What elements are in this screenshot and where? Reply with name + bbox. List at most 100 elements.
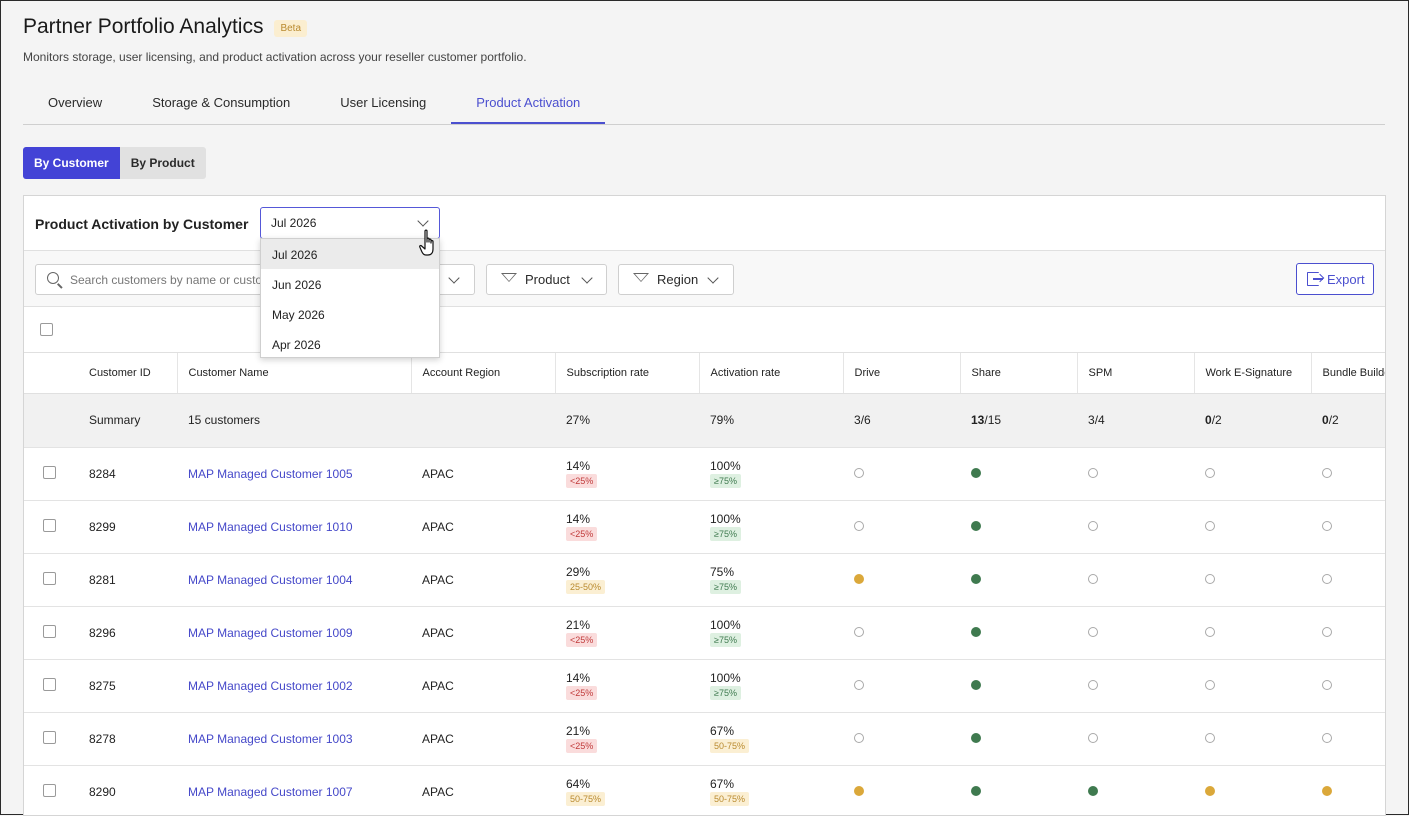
- summary-subscription-rate: 27%: [555, 393, 699, 448]
- region-filter-label: Region: [657, 272, 699, 287]
- product-filter-button[interactable]: Product: [486, 264, 607, 295]
- status-dot-icon: [971, 732, 981, 743]
- drive-status: [843, 659, 960, 713]
- status-dot-icon: [1088, 732, 1098, 743]
- subscription-rate: 21% <25%: [555, 712, 699, 766]
- subscription-rate: 64% 50-75%: [555, 765, 699, 815]
- col-bundle-builder[interactable]: Bundle Builder: [1311, 353, 1385, 394]
- month-option[interactable]: Apr 2026: [272, 338, 321, 352]
- account-region: APAC: [411, 765, 555, 815]
- status-dot-icon: [1322, 732, 1332, 743]
- spm-status: [1077, 606, 1194, 660]
- status-dot-icon: [1205, 467, 1215, 478]
- status-dot-icon: [971, 679, 981, 690]
- tab-user-licensing[interactable]: User Licensing: [340, 95, 427, 110]
- status-dot-icon: [971, 520, 981, 531]
- col-subscription-rate[interactable]: Subscription rate: [555, 353, 700, 394]
- row-checkbox[interactable]: [43, 465, 56, 479]
- customer-name-link[interactable]: MAP Managed Customer 1003: [177, 712, 411, 766]
- customer-name-link[interactable]: MAP Managed Customer 1004: [177, 553, 411, 607]
- esign-status: [1194, 500, 1311, 554]
- status-dot-icon: [1322, 785, 1332, 796]
- customer-id: 8281: [78, 553, 177, 607]
- tab-overview[interactable]: Overview: [48, 95, 103, 110]
- account-region: APAC: [411, 500, 555, 554]
- status-dot-icon: [1205, 785, 1215, 796]
- select-all-row: [24, 307, 1385, 353]
- rate-badge: <25%: [566, 527, 598, 541]
- summary-drive: 3/6: [843, 393, 960, 448]
- status-dot-icon: [971, 626, 981, 637]
- customer-name-link[interactable]: MAP Managed Customer 1009: [177, 606, 411, 660]
- subscription-rate: 21% <25%: [555, 606, 699, 660]
- status-dot-icon: [854, 520, 864, 531]
- customer-id: 8299: [78, 500, 177, 554]
- row-checkbox[interactable]: [43, 677, 56, 691]
- tab-product-activation[interactable]: Product Activation: [451, 85, 606, 124]
- row-checkbox[interactable]: [43, 730, 56, 744]
- col-activation-rate[interactable]: Activation rate: [699, 353, 844, 394]
- rate-badge: 25-50%: [566, 580, 606, 594]
- bundle-status: [1311, 712, 1385, 766]
- row-checkbox[interactable]: [43, 783, 56, 797]
- month-option[interactable]: May 2026: [272, 308, 325, 322]
- select-all-checkbox[interactable]: [40, 323, 53, 336]
- row-checkbox[interactable]: [43, 624, 56, 638]
- view-toggle: By Customer By Product: [23, 147, 206, 179]
- rate-badge: ≥75%: [710, 474, 741, 488]
- status-dot-icon: [854, 679, 864, 690]
- tab-storage-consumption[interactable]: Storage & Consumption: [152, 95, 291, 110]
- col-account-region[interactable]: Account Region: [411, 353, 556, 394]
- panel-title: Product Activation by Customer: [35, 216, 249, 232]
- customer-id: 8284: [78, 447, 177, 501]
- rate-badge: 50-75%: [710, 739, 750, 753]
- col-share[interactable]: Share: [960, 353, 1078, 394]
- status-dot-icon: [1205, 520, 1215, 531]
- app-title: Partner Portfolio Analytics: [23, 15, 264, 38]
- status-dot-icon: [1088, 626, 1098, 637]
- col-work-esignature[interactable]: Work E-Signature: [1194, 353, 1312, 394]
- col-spm[interactable]: SPM: [1077, 353, 1195, 394]
- beta-badge: Beta: [274, 20, 308, 37]
- spm-status: [1077, 659, 1194, 713]
- filter-icon: [633, 273, 649, 282]
- region-filter-button[interactable]: Region: [618, 264, 734, 295]
- share-status: [960, 765, 1077, 815]
- status-dot-icon: [1088, 679, 1098, 690]
- month-option[interactable]: Jul 2026: [261, 239, 439, 269]
- by-product-button[interactable]: By Product: [130, 156, 195, 170]
- drive-status: [843, 500, 960, 554]
- rate-badge: <25%: [566, 739, 598, 753]
- customer-name-link[interactable]: MAP Managed Customer 1002: [177, 659, 411, 713]
- summary-esign: 0/2: [1194, 393, 1311, 448]
- esign-status: [1194, 765, 1311, 815]
- status-dot-icon: [854, 573, 864, 584]
- row-checkbox[interactable]: [43, 518, 56, 532]
- month-option[interactable]: Jun 2026: [272, 278, 322, 292]
- rate-badge: 50-75%: [566, 792, 606, 806]
- customer-name-link[interactable]: MAP Managed Customer 1007: [177, 765, 411, 815]
- export-button[interactable]: Export: [1296, 263, 1374, 295]
- status-dot-icon: [854, 467, 864, 478]
- by-customer-button[interactable]: By Customer: [23, 147, 120, 179]
- table-row: 8296 MAP Managed Customer 1009 APAC 21% <25%…: [24, 606, 1385, 660]
- col-customer-id[interactable]: Customer ID: [78, 353, 178, 394]
- filter-icon: [501, 273, 517, 282]
- export-label: Export: [1327, 272, 1365, 287]
- month-select[interactable]: Jul 2026: [260, 207, 440, 239]
- customer-name-link[interactable]: MAP Managed Customer 1010: [177, 500, 411, 554]
- search-icon: [47, 272, 59, 284]
- table-header: Customer ID Customer Name Account Region…: [24, 353, 1385, 394]
- subscription-rate: 14% <25%: [555, 500, 699, 554]
- activation-rate: 100% ≥75%: [699, 659, 843, 713]
- col-customer-name[interactable]: Customer Name: [177, 353, 412, 394]
- row-checkbox[interactable]: [43, 571, 56, 585]
- rate-badge: ≥75%: [710, 580, 741, 594]
- hand-cursor-icon: [419, 229, 434, 256]
- share-status: [960, 712, 1077, 766]
- col-drive[interactable]: Drive: [843, 353, 961, 394]
- customer-name-link[interactable]: MAP Managed Customer 1005: [177, 447, 411, 501]
- subscription-rate: 14% <25%: [555, 659, 699, 713]
- page-subtitle: Monitors storage, user licensing, and pr…: [23, 50, 527, 64]
- activation-rate: 100% ≥75%: [699, 447, 843, 501]
